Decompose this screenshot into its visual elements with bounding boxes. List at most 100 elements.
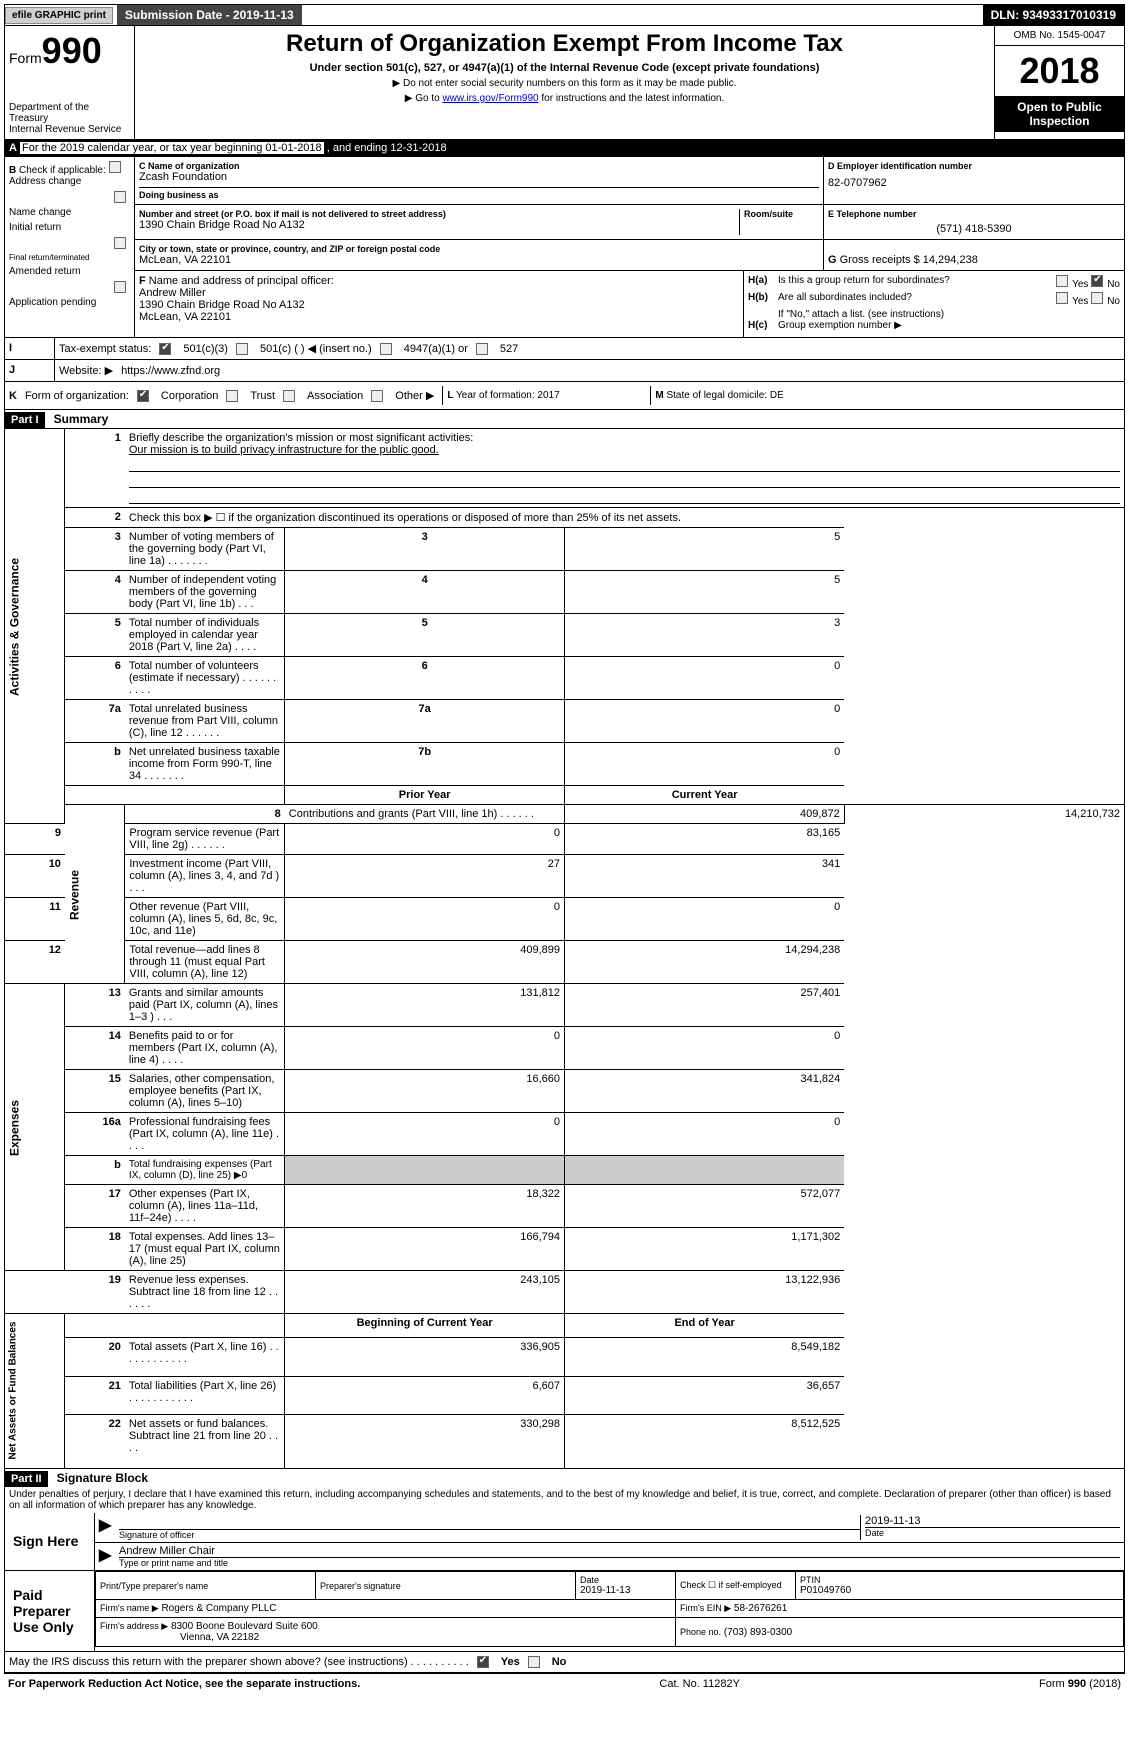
prep-date: 2019-11-13 — [580, 1585, 671, 1596]
note2-suffix: for instructions and the latest informat… — [539, 93, 725, 104]
website-url: https://www.zfnd.org — [121, 365, 220, 377]
ha-yes-checkbox[interactable] — [1056, 275, 1068, 287]
part1-title: Summary — [48, 410, 115, 428]
date-label: Date — [865, 1527, 1120, 1538]
yes-label: Yes — [1072, 279, 1088, 290]
4947-checkbox[interactable] — [380, 343, 392, 355]
form-number: Form990 — [9, 30, 130, 72]
line2-num: 2 — [65, 508, 125, 528]
mission-text: Our mission is to build privacy infrastr… — [129, 444, 439, 456]
section-i-label: I — [9, 342, 12, 354]
prep-phone-label: Phone no. — [680, 1627, 721, 1637]
section-b-label: B Check if applicable: — [9, 161, 130, 176]
other-checkbox[interactable] — [371, 390, 383, 402]
form-title: Return of Organization Exempt From Incom… — [143, 30, 986, 58]
ptin-value: P01049760 — [800, 1585, 1119, 1596]
501c3-checkbox[interactable] — [159, 343, 171, 355]
ha-text: Is this a group return for subordinates? — [778, 275, 1056, 290]
paid-preparer-label: Paid Preparer Use Only — [5, 1571, 95, 1651]
principal-officer-label: F Name and address of principal officer: — [139, 275, 739, 287]
state-domicile: M State of legal domicile: DE — [650, 386, 830, 405]
end-year-header: End of Year — [565, 1314, 845, 1338]
irs-label: Internal Revenue Service — [9, 124, 130, 135]
tax-year-begin: For the 2019 calendar year, or tax year … — [20, 142, 324, 154]
checkbox-name-change[interactable] — [114, 191, 126, 203]
hc-text: Group exemption number ▶ — [778, 320, 902, 331]
expenses-label: Expenses — [5, 984, 65, 1271]
revenue-label: Revenue — [65, 805, 125, 984]
dept-treasury: Department of the Treasury — [9, 102, 130, 124]
firm-name: Rogers & Company PLLC — [161, 1603, 276, 1614]
website-label: Website: ▶ — [59, 364, 113, 377]
tax-year-end: , and ending 12-31-2018 — [327, 142, 447, 154]
officer-addr2: McLean, VA 22101 — [139, 311, 739, 323]
hb-label: H(b) — [748, 292, 778, 307]
ha-label: H(a) — [748, 275, 778, 290]
hb-yes-checkbox[interactable] — [1056, 292, 1068, 304]
firm-addr-label: Firm's address ▶ — [100, 1621, 168, 1631]
section-k-label: K — [9, 390, 17, 402]
check-final-return: Final return/terminated — [9, 253, 130, 262]
governance-label: Activities & Governance — [5, 429, 65, 824]
527-checkbox[interactable] — [476, 343, 488, 355]
section-a: A For the 2019 calendar year, or tax yea… — [4, 140, 1125, 157]
form-subtitle: Under section 501(c), 527, or 4947(a)(1)… — [143, 62, 986, 74]
opt-corp: Corporation — [161, 390, 218, 402]
discuss-yes: Yes — [501, 1656, 520, 1668]
firm-addr1: 8300 Boone Boulevard Suite 600 — [171, 1621, 318, 1632]
footer: For Paperwork Reduction Act Notice, see … — [4, 1673, 1125, 1694]
trust-checkbox[interactable] — [226, 390, 238, 402]
hc-label: H(c) — [748, 320, 778, 331]
hb-text: Are all subordinates included? — [778, 292, 1056, 307]
org-name-label: C Name of organization — [139, 161, 819, 171]
officer-name-title: Andrew Miller Chair — [119, 1545, 1120, 1557]
hb-no-checkbox[interactable] — [1091, 292, 1103, 304]
501c-checkbox[interactable] — [236, 343, 248, 355]
tax-exempt-label: Tax-exempt status: — [59, 343, 151, 355]
opt-assoc: Association — [307, 390, 363, 402]
phone-value: (571) 418-5390 — [828, 223, 1120, 235]
opt-other: Other ▶ — [395, 389, 434, 402]
year-formation: L Year of formation: 2017 — [442, 386, 642, 405]
form-label: Form — [9, 50, 42, 66]
check-app-pending: Application pending — [9, 297, 130, 308]
header-bar: efile GRAPHIC print Submission Date - 20… — [4, 4, 1125, 26]
form-note-2: ▶ Go to www.irs.gov/Form990 for instruct… — [143, 93, 986, 104]
corp-checkbox[interactable] — [137, 390, 149, 402]
city-value: McLean, VA 22101 — [139, 254, 819, 266]
firm-addr2: Vienna, VA 22182 — [100, 1632, 259, 1643]
irs-link[interactable]: www.irs.gov/Form990 — [442, 93, 538, 104]
submission-date: Submission Date - 2019-11-13 — [117, 5, 302, 25]
preparer-table: Print/Type preparer's name Preparer's si… — [95, 1571, 1124, 1647]
self-employed-check: Check ☐ if self-employed — [680, 1580, 791, 1591]
assoc-checkbox[interactable] — [283, 390, 295, 402]
row-val: 5 — [565, 528, 845, 571]
ein-label: D Employer identification number — [828, 161, 1120, 171]
phone-label: E Telephone number — [828, 209, 1120, 219]
discuss-no: No — [552, 1656, 567, 1668]
discuss-no-checkbox[interactable] — [528, 1656, 540, 1668]
firm-name-label: Firm's name ▶ — [100, 1603, 159, 1613]
current-year-header: Current Year — [565, 786, 845, 805]
part1-header: Part I — [5, 412, 45, 428]
ha-no-checkbox[interactable] — [1091, 275, 1103, 287]
omb-number: OMB No. 1545-0047 — [995, 26, 1124, 46]
line1-text: Briefly describe the organization's miss… — [129, 432, 473, 444]
checkbox-pending[interactable] — [114, 281, 126, 293]
netassets-label: Net Assets or Fund Balances — [5, 1314, 65, 1469]
check-name-change: Name change — [9, 207, 130, 218]
main-info-grid: B Check if applicable: Address change Na… — [4, 157, 1125, 338]
ein-value: 82-0707962 — [828, 177, 1120, 189]
prior-year-header: Prior Year — [285, 786, 565, 805]
summary-table: Activities & Governance 1 Briefly descri… — [5, 428, 1124, 1468]
opt-trust: Trust — [250, 390, 275, 402]
sign-here-label: Sign Here — [5, 1513, 95, 1570]
firm-ein-label: Firm's EIN ▶ — [680, 1603, 731, 1613]
firm-ein: 58-2676261 — [734, 1603, 787, 1614]
efile-print-button[interactable]: efile GRAPHIC print — [5, 7, 113, 24]
dba-label: Doing business as — [139, 190, 819, 200]
checkbox-final[interactable] — [114, 237, 126, 249]
discuss-yes-checkbox[interactable] — [477, 1656, 489, 1668]
form-org-label: Form of organization: — [25, 390, 129, 402]
ptin-label: PTIN — [800, 1575, 1119, 1585]
